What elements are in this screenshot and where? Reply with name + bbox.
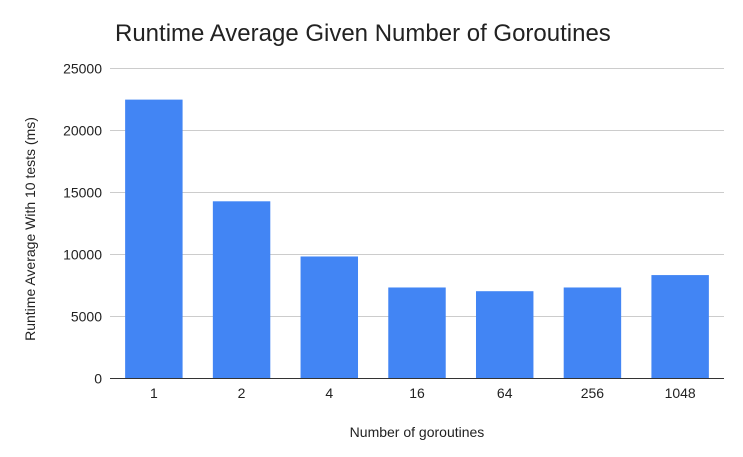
x-tick-label: 256 xyxy=(581,385,605,401)
y-axis-tick-labels: 0 5000 10000 15000 20000 25000 xyxy=(63,61,102,387)
y-tick-label: 0 xyxy=(94,371,102,387)
x-tick-label: 2 xyxy=(238,385,246,401)
y-axis-label: Runtime Average With 10 tests (ms) xyxy=(22,117,38,341)
x-tick-label: 64 xyxy=(497,385,513,401)
x-tick-label: 4 xyxy=(325,385,333,401)
bar-256 xyxy=(563,287,622,378)
x-tick-label: 1 xyxy=(150,385,158,401)
bar-16 xyxy=(388,287,446,378)
bar-1 xyxy=(125,99,183,379)
y-tick-label: 10000 xyxy=(63,247,102,263)
x-axis-tick-labels: 1 2 4 16 64 256 1048 xyxy=(150,385,696,401)
bar-64 xyxy=(475,291,534,378)
y-tick-label: 25000 xyxy=(63,61,102,77)
x-tick-label: 16 xyxy=(409,385,425,401)
y-tick-label: 5000 xyxy=(71,309,102,325)
y-tick-label: 20000 xyxy=(63,123,102,139)
bar-2 xyxy=(212,201,271,378)
y-tick-label: 15000 xyxy=(63,185,102,201)
gridlines xyxy=(110,68,724,317)
chart-title: Runtime Average Given Number of Goroutin… xyxy=(115,20,611,47)
bar-1048 xyxy=(651,275,709,378)
bar-4 xyxy=(300,256,359,378)
bars xyxy=(125,99,709,379)
x-axis-label: Number of goroutines xyxy=(350,424,485,440)
x-tick-label: 1048 xyxy=(665,385,696,401)
